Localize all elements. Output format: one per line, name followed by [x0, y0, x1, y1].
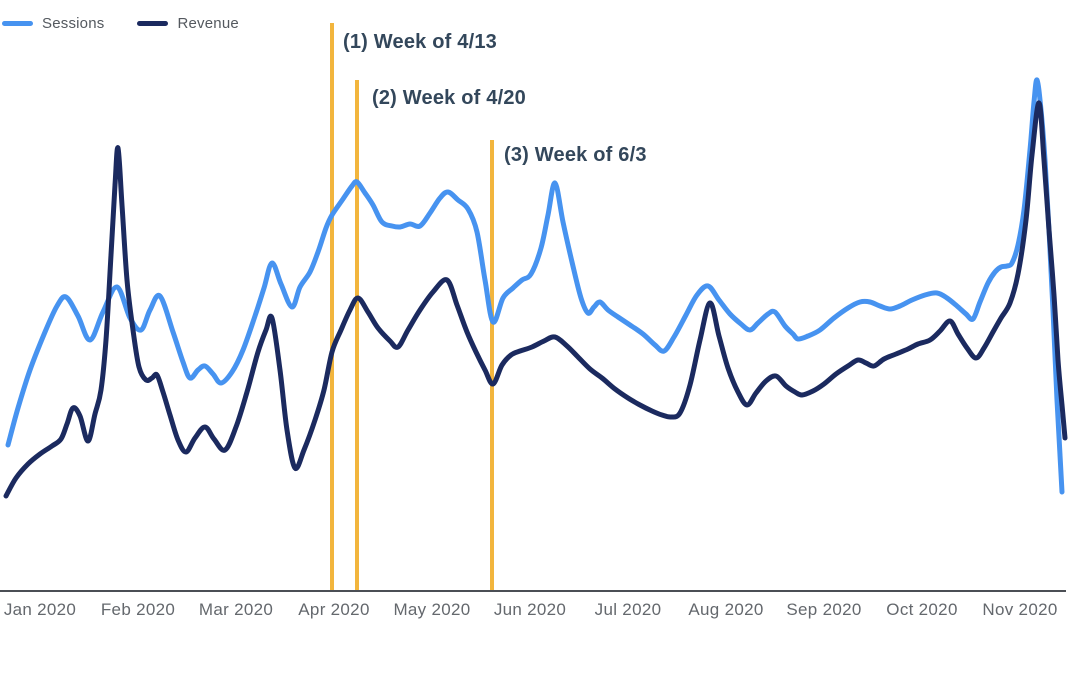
x-axis-label: Aug 2020 [688, 600, 764, 619]
legend-item-sessions[interactable]: Sessions [2, 15, 104, 32]
x-axis-label: Jan 2020 [3, 600, 77, 619]
annotation-label-week-4-13: (1) Week of 4/13 [343, 31, 498, 53]
sessions-line [5, 77, 1065, 495]
x-axis-label: Feb 2020 [100, 600, 176, 619]
x-axis-label: Sep 2020 [786, 600, 862, 619]
x-axis-label: May 2020 [393, 600, 471, 619]
revenue-line [3, 100, 1068, 499]
x-axis-label: Jun 2020 [493, 600, 567, 619]
legend-label-revenue: Revenue [177, 15, 239, 32]
x-axis-label: Apr 2020 [298, 600, 370, 619]
annotation-label-week-4-20: (2) Week of 4/20 [372, 87, 527, 109]
x-axis-label: Nov 2020 [982, 600, 1058, 619]
x-axis-label: Mar 2020 [198, 600, 274, 619]
sessions-line-swatch [2, 21, 33, 26]
x-axis-label: Oct 2020 [886, 600, 958, 619]
legend-item-revenue[interactable]: Revenue [137, 15, 239, 32]
annotation-label-week-6-3: (3) Week of 6/3 [504, 144, 647, 166]
legend-label-sessions: Sessions [42, 15, 105, 32]
x-axis-label: Jul 2020 [594, 600, 662, 619]
revenue-line-swatch [137, 21, 169, 26]
legend: Sessions Revenue [2, 15, 239, 32]
